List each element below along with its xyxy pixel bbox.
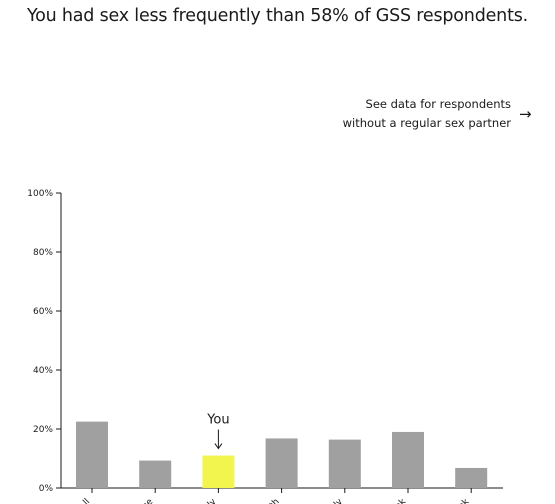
x-tick-label: ly	[332, 497, 345, 504]
bar	[392, 431, 424, 488]
bar	[265, 438, 298, 488]
x-tick-label: ly	[206, 497, 219, 504]
arrow-down-head	[214, 443, 223, 450]
y-tick-label: 60%	[33, 307, 53, 317]
bar	[76, 421, 108, 488]
x-tick-label: ce	[141, 497, 156, 504]
bar-you	[202, 455, 235, 488]
x-tick-label: ll	[82, 497, 93, 504]
y-tick-label: 100%	[27, 189, 53, 199]
x-tick-label: ek	[457, 496, 472, 504]
arrow-right-icon[interactable]: →	[519, 105, 532, 123]
you-label: You	[206, 413, 229, 428]
y-tick-label: 80%	[33, 248, 53, 258]
page-headline: You had sex less frequently than 58% of …	[26, 6, 529, 26]
x-tick-label: th	[268, 497, 282, 504]
y-tick-label: 0%	[39, 484, 54, 494]
bar	[455, 467, 488, 488]
bar	[139, 460, 172, 488]
see-data-link[interactable]: See data for respondents without a regul…	[342, 97, 511, 130]
x-tick-label: ek	[393, 496, 408, 504]
y-tick-label: 40%	[33, 366, 53, 376]
bar	[328, 439, 361, 488]
y-tick-label: 20%	[33, 425, 53, 435]
